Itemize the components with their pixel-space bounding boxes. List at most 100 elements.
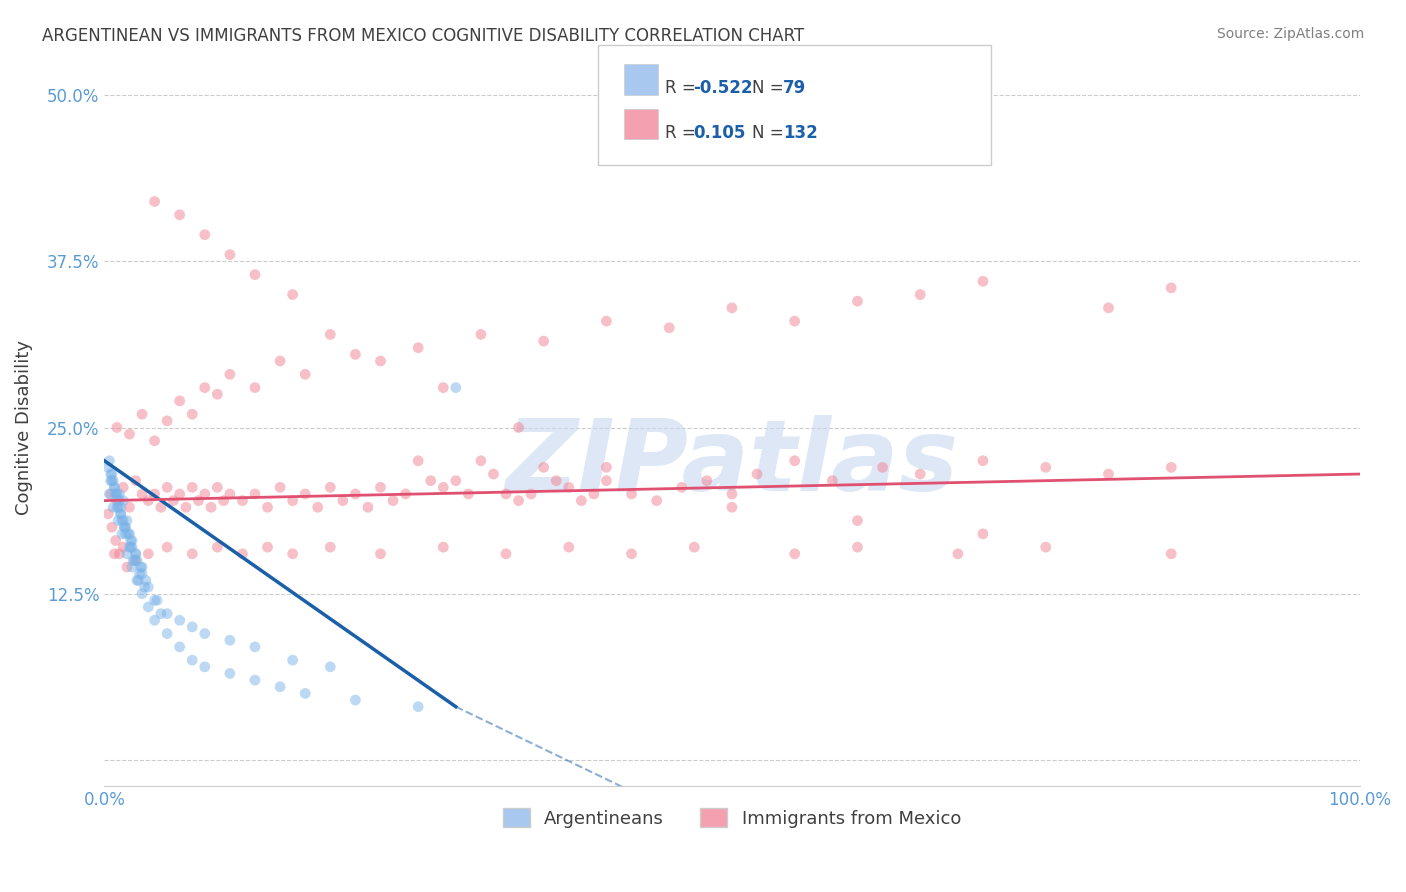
Point <box>721 487 744 501</box>
Point <box>219 247 242 261</box>
Point <box>111 514 134 528</box>
Point <box>432 540 454 554</box>
Point <box>131 560 153 574</box>
Point <box>872 460 894 475</box>
Point <box>117 527 139 541</box>
Point <box>645 493 668 508</box>
Point <box>846 294 869 309</box>
Point <box>112 493 135 508</box>
Text: 0.105: 0.105 <box>693 124 745 142</box>
Point <box>114 527 136 541</box>
Point <box>98 454 121 468</box>
Point <box>972 454 994 468</box>
Text: Source: ZipAtlas.com: Source: ZipAtlas.com <box>1216 27 1364 41</box>
Point <box>181 407 204 421</box>
Point <box>129 560 152 574</box>
Point <box>558 540 581 554</box>
Point <box>101 467 124 481</box>
Point <box>281 287 304 301</box>
Text: R =: R = <box>665 79 702 97</box>
Point <box>370 354 392 368</box>
Point <box>546 474 568 488</box>
Point <box>105 500 128 515</box>
Point <box>105 487 128 501</box>
Point <box>319 480 342 494</box>
Point <box>103 547 125 561</box>
Point <box>696 474 718 488</box>
Point <box>721 301 744 315</box>
Point <box>114 520 136 534</box>
Point <box>108 493 131 508</box>
Point <box>783 454 806 468</box>
Point <box>108 487 131 501</box>
Point <box>134 580 156 594</box>
Point <box>156 540 179 554</box>
Point <box>181 620 204 634</box>
Point <box>745 467 768 481</box>
Point <box>131 487 153 501</box>
Point <box>156 607 179 621</box>
Point <box>114 520 136 534</box>
Point <box>98 487 121 501</box>
Point <box>243 381 266 395</box>
Point <box>105 420 128 434</box>
Point <box>169 487 191 501</box>
Point <box>219 368 242 382</box>
Point <box>243 673 266 687</box>
Point <box>125 474 148 488</box>
Point <box>482 467 505 481</box>
Point <box>174 500 197 515</box>
Point <box>533 460 555 475</box>
Point <box>595 460 617 475</box>
Point <box>104 487 127 501</box>
Point <box>344 487 367 501</box>
Point <box>112 514 135 528</box>
Point <box>256 500 278 515</box>
Point <box>783 314 806 328</box>
Point <box>457 487 479 501</box>
Point <box>207 540 229 554</box>
Point <box>432 480 454 494</box>
Point <box>101 520 124 534</box>
Point <box>569 493 592 508</box>
Point <box>294 368 316 382</box>
Point <box>118 527 141 541</box>
Point <box>200 500 222 515</box>
Point <box>406 341 429 355</box>
Point <box>683 540 706 554</box>
Point <box>1160 547 1182 561</box>
Point <box>125 553 148 567</box>
Point <box>104 533 127 548</box>
Point <box>120 540 142 554</box>
Point <box>243 487 266 501</box>
Point <box>1097 301 1119 315</box>
Text: 79: 79 <box>783 79 807 97</box>
Point <box>125 574 148 588</box>
Point <box>783 547 806 561</box>
Point <box>419 474 441 488</box>
Point <box>332 493 354 508</box>
Point <box>269 354 291 368</box>
Point <box>110 507 132 521</box>
Point <box>181 653 204 667</box>
Point <box>118 500 141 515</box>
Point <box>1160 460 1182 475</box>
Point <box>125 553 148 567</box>
Point <box>121 533 143 548</box>
Point <box>243 640 266 654</box>
Point <box>319 660 342 674</box>
Point <box>508 493 530 508</box>
Point <box>101 500 124 515</box>
Point <box>181 547 204 561</box>
Point <box>721 500 744 515</box>
Point <box>344 347 367 361</box>
Point <box>357 500 380 515</box>
Point <box>131 566 153 581</box>
Point <box>231 547 253 561</box>
Point <box>219 487 242 501</box>
Point <box>156 626 179 640</box>
Point <box>846 540 869 554</box>
Point <box>406 699 429 714</box>
Point <box>370 480 392 494</box>
Point <box>135 574 157 588</box>
